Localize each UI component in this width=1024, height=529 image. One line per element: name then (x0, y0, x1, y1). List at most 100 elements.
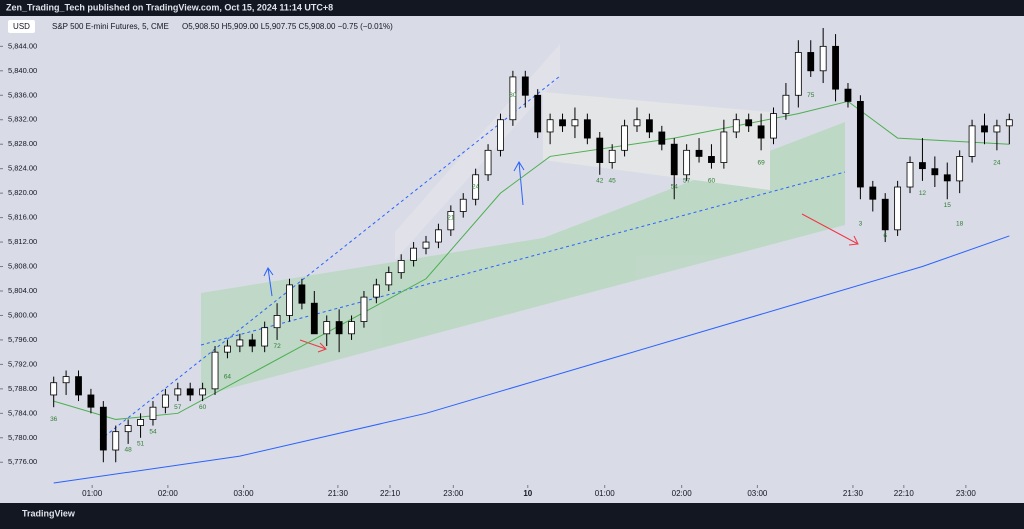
candle-body (658, 131, 666, 145)
bar-count: 75 (807, 92, 815, 99)
candle-body (298, 284, 306, 304)
candle-body (348, 321, 355, 335)
candle-body (732, 119, 740, 133)
candle-body (1005, 119, 1013, 127)
y-tick-label: 5,844.00 (8, 41, 37, 50)
candle-body (869, 186, 877, 200)
candle-body (993, 125, 1001, 133)
candle-body (310, 302, 318, 335)
x-tick-label: 22:10 (380, 489, 401, 498)
candle-body (50, 382, 58, 396)
candle-body (435, 229, 442, 243)
bar-count: 42 (596, 178, 604, 185)
indicator-line (53, 100, 1010, 420)
candle-body (608, 149, 616, 163)
y-tick-label: 5,796.00 (8, 335, 37, 344)
publisher: Zen_Trading_Tech published on TradingVie… (6, 2, 333, 12)
candle-body (62, 376, 70, 384)
candle-body (695, 149, 703, 157)
bar-count: 60 (199, 404, 207, 411)
bar-count: 72 (273, 343, 281, 350)
candle-body (75, 376, 82, 396)
candle-body (757, 125, 765, 139)
x-tick-label: 21:30 (843, 489, 864, 498)
candle-body (286, 284, 293, 316)
candle-body (708, 156, 715, 163)
candle-body (472, 174, 480, 200)
y-tick-label: 5,824.00 (8, 164, 37, 173)
candle-body (199, 388, 207, 396)
candle-body (224, 345, 231, 353)
candle-body (633, 119, 641, 127)
candle-body (881, 198, 889, 231)
candle-body (981, 125, 988, 133)
candle-body (807, 52, 815, 72)
candle-body (534, 94, 542, 133)
y-tick-label: 5,832.00 (8, 115, 37, 124)
x-tick-label: 10 (523, 489, 532, 498)
candle-body (99, 406, 107, 451)
bar-count: 57 (174, 404, 182, 411)
candle-body (931, 168, 939, 176)
channel (395, 44, 560, 260)
trendline (99, 75, 561, 441)
bar-count: 24 (472, 184, 480, 191)
y-tick-label: 5,804.00 (8, 286, 37, 295)
candle-body (186, 388, 194, 396)
chart-title: S&P 500 E-mini Futures, 5, CME (52, 22, 169, 31)
candle-body (782, 94, 790, 115)
bar-count: 6 (883, 233, 887, 240)
candle-body (819, 45, 827, 72)
candle-body (372, 284, 380, 298)
candle-body (521, 76, 529, 96)
candle-body (745, 119, 753, 127)
candle-body (906, 162, 914, 188)
candle-body (670, 143, 678, 176)
candle-body (596, 137, 604, 163)
candle-body (484, 149, 492, 176)
bar-count: 21 (447, 214, 455, 221)
candle-body (87, 394, 95, 408)
candle-body (410, 247, 417, 261)
candle-body (956, 156, 964, 182)
candle-body (211, 351, 219, 390)
candle-body (943, 174, 951, 182)
candle-body (459, 198, 467, 212)
candle-body (323, 321, 331, 335)
y-tick-label: 5,836.00 (8, 90, 37, 99)
bar-count: 54 (149, 428, 157, 435)
bar-count: 30 (509, 92, 517, 99)
bar-count: 57 (683, 178, 691, 185)
candle-body (770, 113, 777, 139)
x-tick-label: 21:30 (328, 489, 349, 498)
candle-body (894, 186, 902, 231)
y-tick-label: 5,792.00 (8, 359, 37, 368)
candle-body (559, 119, 566, 127)
bar-count: 45 (609, 178, 617, 185)
y-tick-label: 5,784.00 (8, 408, 37, 417)
candle-body (856, 100, 864, 188)
x-tick-label: 23:00 (956, 489, 977, 498)
bar-count: 18 (956, 220, 964, 227)
candle-body (571, 119, 579, 127)
currency-box (8, 20, 35, 33)
candle-body (161, 394, 169, 408)
bar-count: 48 (125, 447, 133, 454)
y-tick-label: 5,788.00 (8, 384, 37, 393)
footer-bar (0, 503, 1024, 524)
bar-count: 36 (50, 416, 58, 423)
candle-body (422, 241, 430, 249)
bar-count: 69 (757, 159, 765, 166)
y-tick-label: 5,828.00 (8, 139, 37, 148)
arrows (263, 161, 525, 297)
chart-subtitle: O5,908.50 H5,909.00 L5,907.75 C5,908.00 … (182, 22, 393, 31)
bar-count: 54 (671, 184, 679, 191)
y-tick-label: 5,808.00 (8, 262, 37, 271)
x-tick-label: 01:00 (595, 489, 616, 498)
candle-body (720, 131, 728, 163)
candle-body (360, 296, 368, 322)
candle-body (968, 125, 976, 157)
candle-body (112, 431, 120, 451)
bar-count: 60 (708, 178, 716, 185)
